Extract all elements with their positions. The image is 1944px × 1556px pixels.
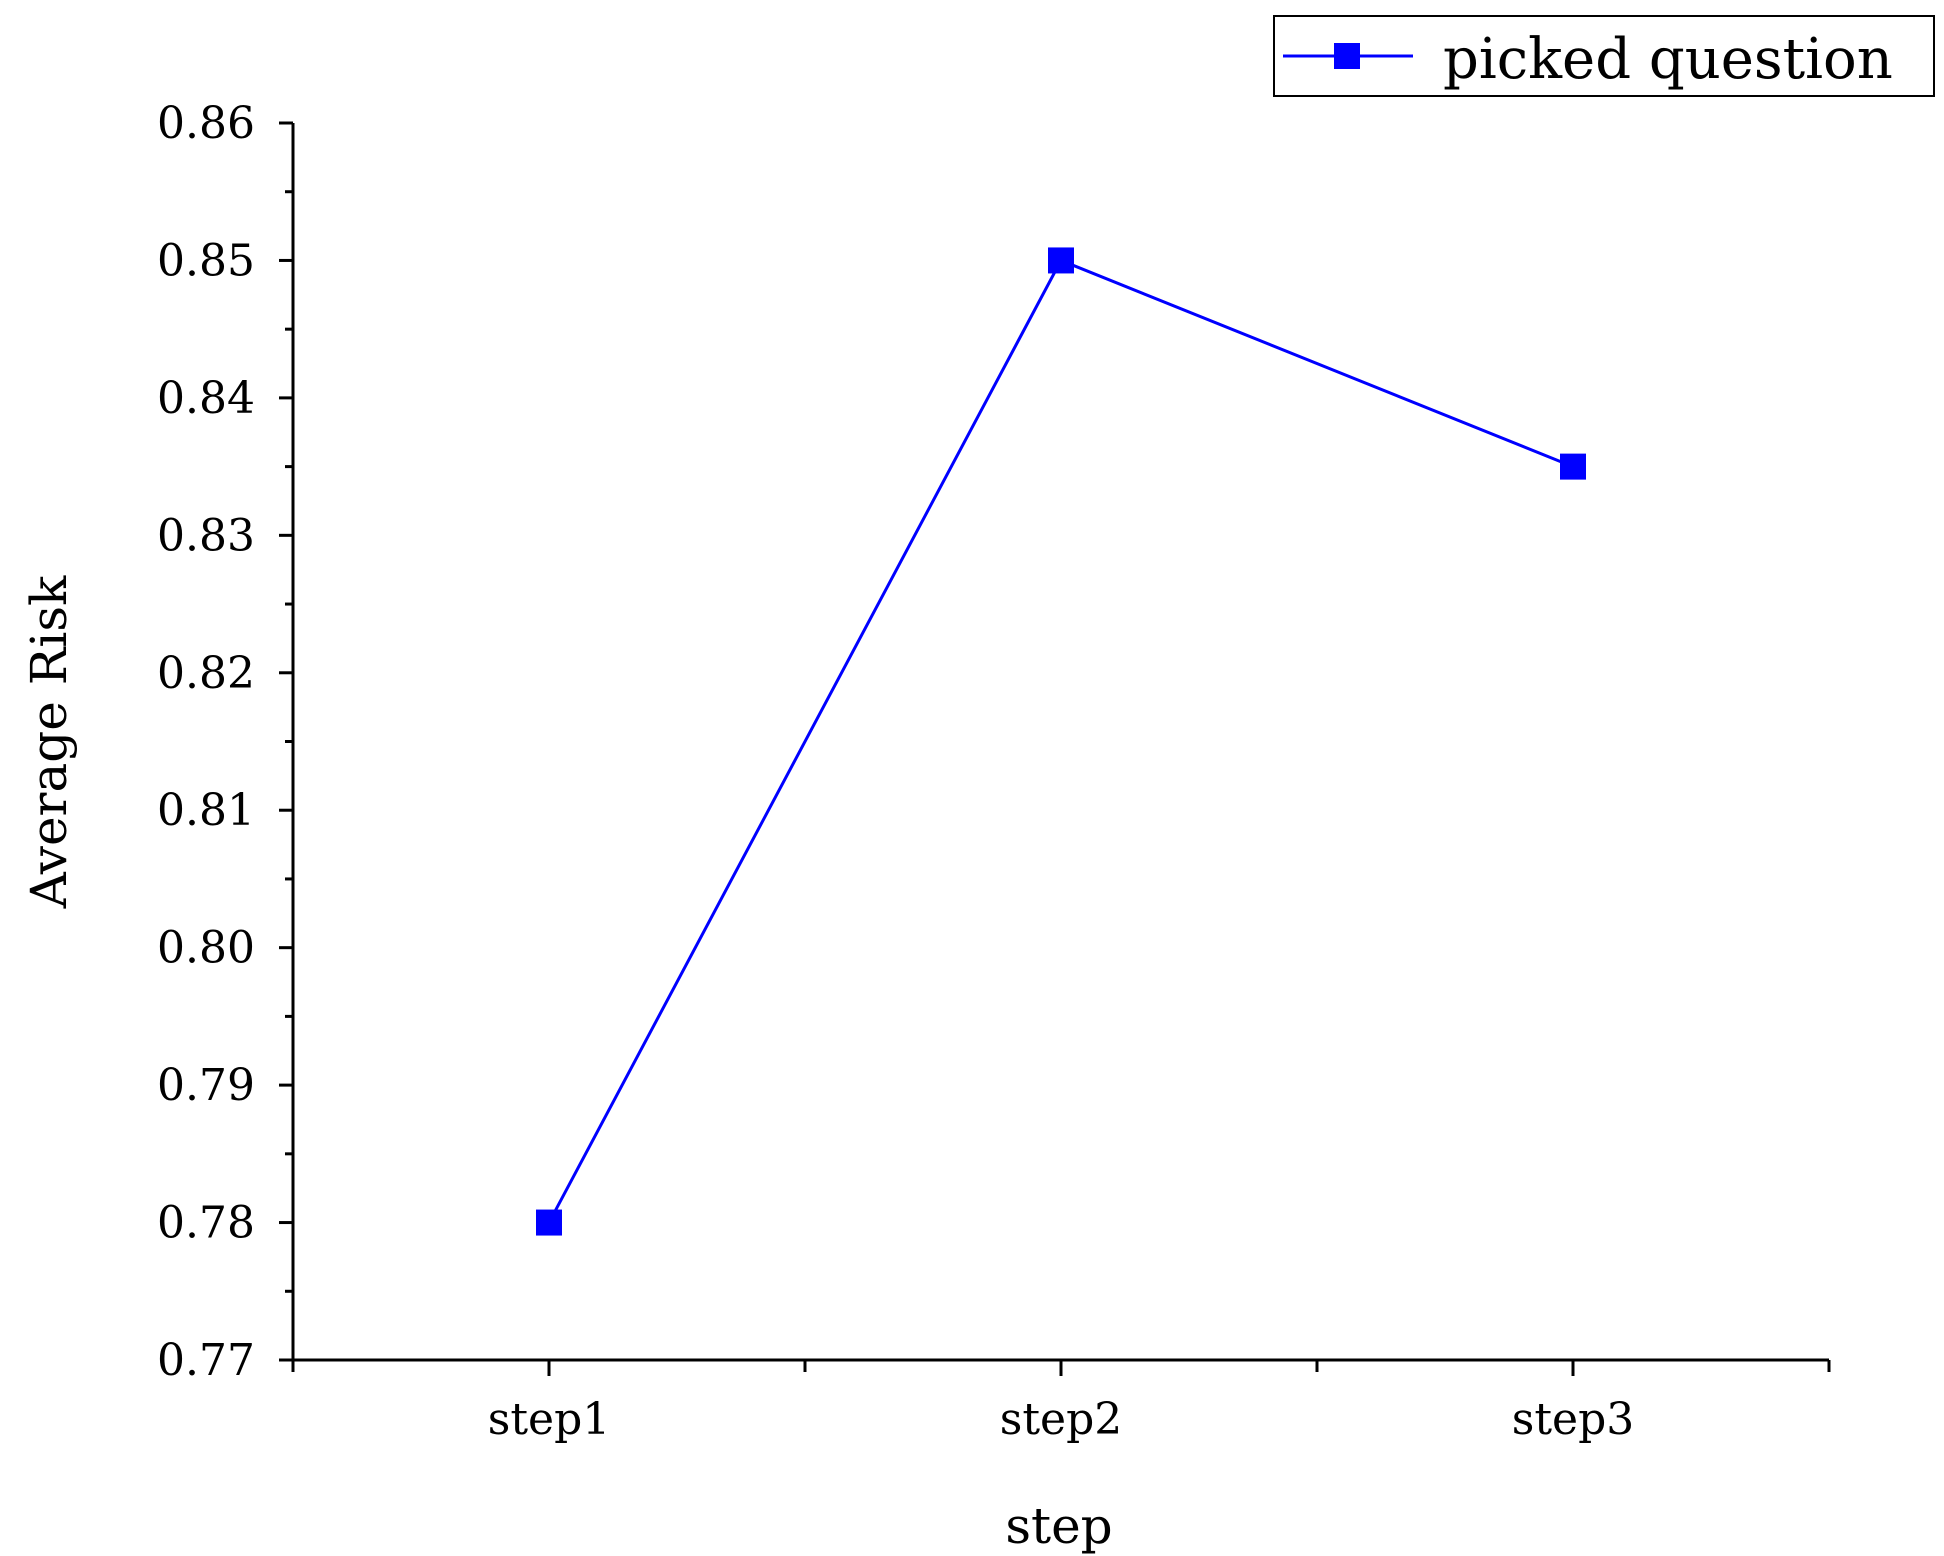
x-axis: step1 step2 step3 (291, 1358, 1831, 1445)
y-tick-label: 0.81 (157, 785, 255, 836)
y-tick-label: 0.84 (157, 373, 255, 424)
plot-area (536, 247, 1586, 1236)
series-line (547, 258, 1574, 1224)
x-tick-label: step2 (1000, 1394, 1122, 1445)
y-tick-label: 0.83 (157, 510, 255, 561)
data-point-marker (1560, 453, 1586, 480)
x-axis-title: step (1005, 1497, 1112, 1555)
y-tick-label: 0.78 (157, 1198, 255, 1249)
y-axis-title: Average Risk (20, 575, 78, 909)
data-point-marker (1048, 247, 1074, 274)
y-tick-label: 0.80 (157, 923, 255, 974)
y-tick-label: 0.86 (157, 98, 255, 149)
legend: picked question (1273, 15, 1935, 97)
y-tick-label: 0.79 (157, 1060, 255, 1111)
y-tick-label: 0.85 (157, 235, 255, 286)
x-tick-label: step1 (488, 1394, 610, 1445)
y-tick-label: 0.77 (157, 1335, 255, 1386)
y-ticks: 0.77 0.78 0.79 0.80 0.81 0.82 0.83 0.84 0.85 0.86 (157, 98, 293, 1386)
x-tick-label: step3 (1512, 1394, 1634, 1445)
data-point-marker (536, 1209, 562, 1236)
x-ticks: step1 step2 step3 (291, 1360, 1831, 1445)
legend-marker-sample (1334, 43, 1360, 69)
y-axis: 0.77 0.78 0.79 0.80 0.81 0.82 0.83 0.84 0.85 0.86 (157, 98, 295, 1386)
y-tick-label: 0.82 (157, 648, 255, 699)
legend-series-label: picked question (1443, 27, 1893, 92)
